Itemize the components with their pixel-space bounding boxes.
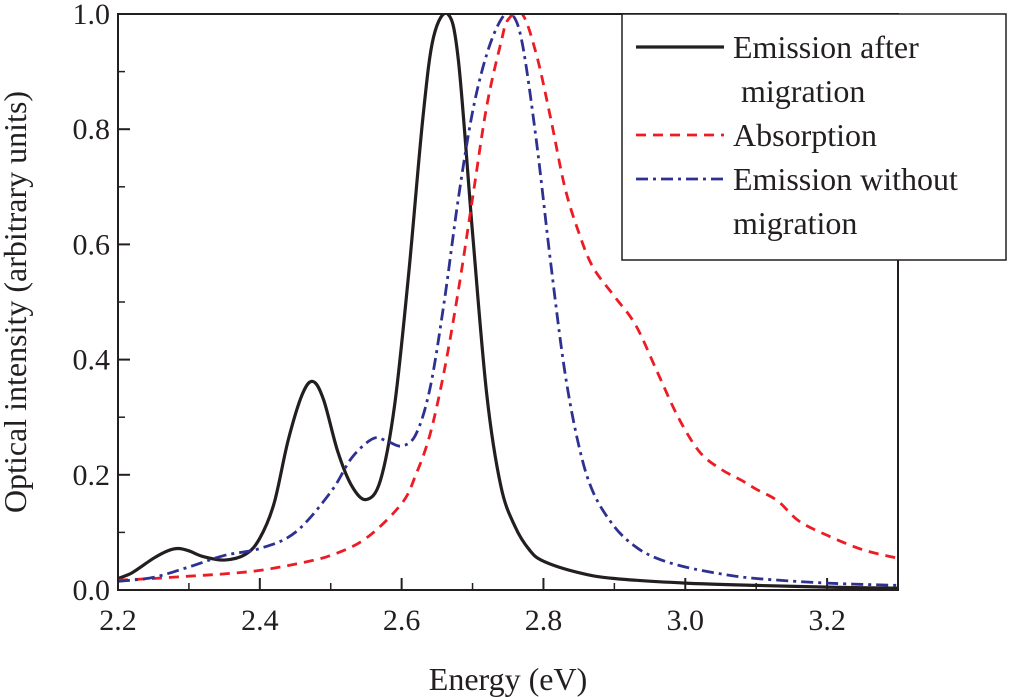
legend-label: Absorption: [733, 117, 877, 153]
y-tick-label: 0.8: [73, 113, 111, 146]
legend-box: [621, 13, 1007, 261]
y-tick-label: 0.2: [73, 459, 111, 492]
legend-label: migration: [733, 205, 857, 241]
plot-frame: [117, 13, 899, 591]
y-axis-title: Optical intensity (arbitrary units): [0, 91, 33, 513]
series-lines: [118, 14, 898, 590]
series-line-absorption: [118, 14, 898, 582]
legend-label: Emission after: [733, 29, 919, 65]
y-tick-label: 0.0: [73, 574, 111, 607]
x-tick-label: 2.6: [383, 604, 421, 637]
x-tick-label: 3.0: [667, 604, 705, 637]
x-tick-label: 2.4: [241, 604, 279, 637]
x-tick-label: 2.2: [99, 604, 137, 637]
x-tick-label: 2.8: [525, 604, 563, 637]
y-tick-label: 1.0: [73, 0, 111, 31]
y-tick-label: 0.4: [73, 344, 111, 377]
x-axis-title: Energy (eV): [429, 661, 587, 697]
legend: Emission after migration Absorption Emissi…: [621, 13, 1007, 261]
y-tick-label: 0.6: [73, 228, 111, 261]
legend-label: Emission without: [733, 161, 958, 197]
series-line-emission-without-migration: [118, 14, 898, 587]
legend-label: migration: [733, 73, 865, 109]
x-tick-label: 3.2: [808, 604, 846, 637]
tick-labels: 2.2 2.4 2.6 2.8 3.0 3.2 0.0 0.2 0.4 0.6 0.8 1.0: [73, 0, 846, 637]
series-line-emission-after-migration: [118, 14, 898, 590]
